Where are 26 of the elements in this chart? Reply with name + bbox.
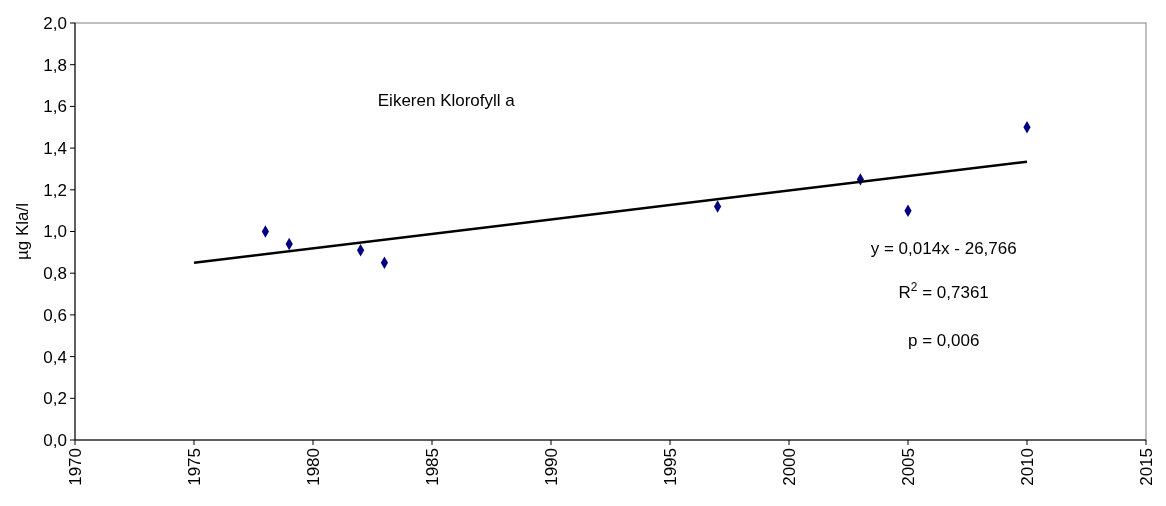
y-tick-label: 1,2 [43,180,67,200]
y-tick-label: 0,2 [43,389,67,409]
x-tick-label: 1990 [541,448,561,486]
x-tick-label: 1970 [65,448,85,486]
x-tick-label: 1985 [422,448,442,486]
y-tick-label: 0,6 [43,305,67,325]
x-tick-label: 2015 [1136,448,1156,486]
y-tick-label: 1,0 [43,222,67,242]
x-tick-label: 2005 [898,448,918,486]
annotation: y = 0,014x - 26,766 [870,239,1017,259]
y-tick-label: 0,0 [43,430,67,450]
y-tick-label: 0,4 [43,347,67,367]
y-tick-label: 1,4 [43,139,67,159]
y-tick-label: 0,8 [43,264,67,284]
x-tick-label: 2000 [779,448,799,486]
x-tick-label: 2010 [1017,448,1037,486]
y-tick-label: 2,0 [43,13,67,33]
y-tick-label: 1,8 [43,55,67,75]
annotation: Eikeren Klorofyll a [377,91,516,111]
x-tick-label: 1975 [184,448,204,486]
y-tick-label: 1,6 [43,97,67,117]
y-axis-title: µg Kla/l [13,202,32,261]
x-tick-label: 1980 [303,448,323,486]
annotation: R$^{2}$ = 0,7361 [898,280,989,303]
annotation: p = 0,006 [908,331,980,351]
x-tick-label: 1995 [660,448,680,486]
